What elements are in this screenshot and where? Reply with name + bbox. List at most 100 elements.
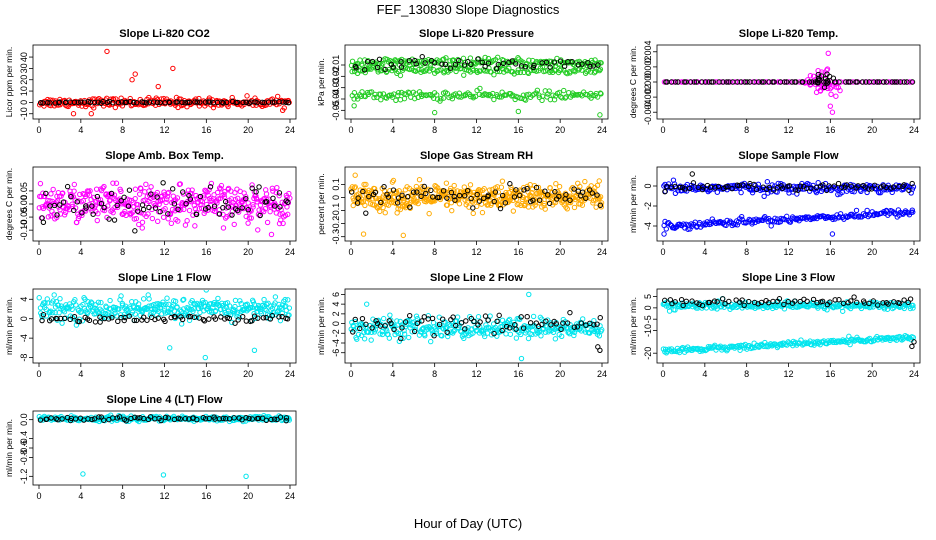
data-point xyxy=(510,208,517,214)
data-point xyxy=(901,297,907,303)
data-point xyxy=(495,61,502,68)
data-point xyxy=(439,316,446,322)
data-point xyxy=(223,416,229,422)
data-point xyxy=(541,202,547,209)
data-point xyxy=(132,311,139,317)
data-point xyxy=(260,302,266,308)
data-point xyxy=(110,100,116,106)
data-point xyxy=(36,295,42,301)
data-point xyxy=(133,317,140,324)
y-tick-label: -4 xyxy=(643,222,653,230)
data-point xyxy=(541,200,548,207)
data-point xyxy=(470,210,476,217)
data-point xyxy=(414,320,420,327)
data-point xyxy=(368,337,374,343)
x-tick-label: 0 xyxy=(348,369,353,379)
data-point xyxy=(54,212,60,218)
data-point xyxy=(132,228,138,234)
data-point xyxy=(183,201,189,207)
data-point xyxy=(543,318,549,324)
data-point xyxy=(272,294,279,300)
data-point xyxy=(776,296,783,302)
x-tick-label: 4 xyxy=(78,369,83,379)
data-point xyxy=(276,220,283,227)
data-point xyxy=(687,185,693,192)
data-point xyxy=(463,318,469,324)
data-point xyxy=(362,69,368,76)
data-point xyxy=(470,205,476,211)
data-point xyxy=(250,204,256,210)
data-point xyxy=(84,191,90,198)
data-point xyxy=(824,78,831,84)
data-point xyxy=(503,323,510,330)
x-tick-label: 20 xyxy=(243,369,253,379)
x-tick-label: 16 xyxy=(825,369,835,379)
data-point xyxy=(524,186,530,192)
data-point xyxy=(481,333,488,340)
data-point xyxy=(91,194,97,201)
data-point xyxy=(557,67,563,74)
data-point xyxy=(827,85,833,92)
y-tick-label: 0.0 xyxy=(19,413,29,426)
y-tick-label: -1.2 xyxy=(19,469,29,485)
data-point xyxy=(436,321,443,328)
data-point xyxy=(280,220,286,227)
data-point xyxy=(804,298,810,305)
data-point xyxy=(269,99,276,105)
data-point xyxy=(513,326,519,332)
data-point xyxy=(910,184,917,190)
y-tick-label: -0.05 xyxy=(331,100,341,121)
x-tick-label: 12 xyxy=(783,369,793,379)
data-point xyxy=(179,316,186,323)
x-tick-label: 20 xyxy=(867,247,877,257)
x-tick-label: 0 xyxy=(36,125,41,135)
data-point xyxy=(583,195,589,201)
data-point xyxy=(753,186,760,192)
x-tick-label: 4 xyxy=(78,125,83,135)
data-point xyxy=(468,61,474,68)
data-point xyxy=(550,329,557,336)
data-point xyxy=(94,193,101,200)
data-point xyxy=(159,311,165,317)
data-point xyxy=(575,91,582,98)
data-point xyxy=(162,414,169,421)
data-point xyxy=(594,182,601,189)
data-point xyxy=(433,183,439,190)
data-point xyxy=(249,318,255,324)
data-point xyxy=(569,59,575,65)
data-point xyxy=(448,199,455,206)
data-point xyxy=(97,319,103,325)
x-tick-label: 24 xyxy=(909,247,919,257)
data-point xyxy=(127,95,133,102)
data-point xyxy=(561,326,567,332)
x-tick-label: 4 xyxy=(78,247,83,257)
data-point xyxy=(390,177,397,184)
data-point xyxy=(160,472,167,478)
data-point xyxy=(206,316,212,322)
data-point xyxy=(567,197,573,203)
data-point xyxy=(662,297,668,304)
data-point xyxy=(530,313,537,320)
data-point xyxy=(56,202,63,208)
data-point xyxy=(186,313,192,320)
data-point xyxy=(234,207,241,214)
data-point xyxy=(412,57,418,64)
data-point xyxy=(493,66,500,72)
data-point xyxy=(94,217,100,224)
data-point xyxy=(157,209,163,215)
data-point xyxy=(406,57,413,64)
data-point xyxy=(444,67,450,74)
data-point xyxy=(369,325,375,331)
data-point xyxy=(220,211,226,218)
y-axis-label: ml/min per min. xyxy=(4,419,14,477)
data-point xyxy=(496,94,503,100)
data-point xyxy=(200,317,207,323)
data-point xyxy=(125,203,132,209)
data-point xyxy=(590,200,596,206)
data-point xyxy=(497,202,504,208)
data-point xyxy=(71,181,78,188)
data-point xyxy=(132,414,138,421)
data-point xyxy=(494,318,500,324)
data-point xyxy=(71,188,77,194)
data-point xyxy=(863,79,869,85)
